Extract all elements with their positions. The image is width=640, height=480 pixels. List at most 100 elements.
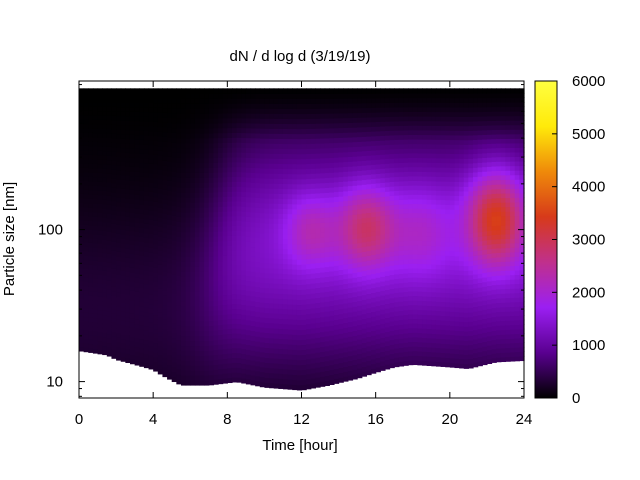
heatmap-cell [384,228,391,234]
heatmap-cell [116,138,122,144]
heatmap-cell [245,88,252,94]
heatmap-cell [264,337,270,344]
heatmap-cell [445,106,451,113]
heatmap-cell [134,148,140,154]
heatmap-cell [167,141,173,148]
heatmap-cell [180,360,187,366]
heatmap-cell [116,255,122,261]
heatmap-cell [417,171,423,177]
heatmap-cell [79,101,85,107]
heatmap-cell [324,266,330,273]
heatmap-cell [273,288,279,294]
heatmap-cell [306,88,312,94]
heatmap-cell [125,147,131,153]
heatmap-cell [380,177,386,183]
heatmap-cell [310,372,317,379]
heatmap-cell [250,355,256,361]
heatmap-cell [120,333,126,340]
heatmap-cell [422,92,428,99]
heatmap-cell [320,172,326,179]
heatmap-cell [440,361,446,367]
heatmap-cell [250,364,256,371]
heatmap-cell [403,217,409,223]
heatmap-cell [459,349,465,355]
heatmap-cell [92,348,99,354]
heatmap-cell [287,268,293,275]
heatmap-cell [440,190,446,196]
heatmap-cell [162,155,168,161]
heatmap-cell [296,93,303,99]
heatmap-cell [236,191,242,197]
heatmap-cell [259,272,266,278]
heatmap-cell [343,351,349,358]
heatmap-cell [366,198,372,204]
heatmap-cell [245,112,252,119]
heatmap-cell [88,303,94,309]
heatmap-cell [255,246,261,253]
heatmap-cell [111,97,117,103]
heatmap-cell [394,278,400,284]
heatmap-cell [231,142,238,148]
heatmap-cell [269,372,275,379]
heatmap-cell [269,312,275,319]
heatmap-cell [148,200,154,206]
heatmap-cell [241,304,247,310]
heatmap-cell [241,196,247,202]
heatmap-cell [440,259,446,266]
heatmap-cell [384,242,391,248]
heatmap-cell [250,98,256,104]
heatmap-cell [134,152,140,159]
heatmap-cell [398,222,405,228]
heatmap-cell [167,330,173,337]
heatmap-cell [143,190,150,196]
heatmap-cell [315,227,321,234]
heatmap-cell [139,236,145,242]
heatmap-cell [292,198,298,205]
heatmap-cell [357,343,363,350]
heatmap-cell [88,202,94,208]
heatmap-cell [208,364,215,371]
heatmap-cell [167,127,173,133]
heatmap-cell [338,323,344,329]
heatmap-cell [301,384,307,391]
heatmap-cell [194,182,201,188]
heatmap-cell [88,347,94,353]
heatmap-cell [343,239,349,246]
heatmap-cell [315,158,321,164]
heatmap-cell [83,136,89,142]
heatmap-cell [134,185,140,191]
heatmap-cell [361,294,367,300]
heatmap-cell [92,105,99,111]
heatmap-cell [185,221,191,228]
heatmap-cell [440,97,446,103]
heatmap-cell [208,369,215,376]
heatmap-cell [315,252,321,259]
heatmap-cell [190,211,196,218]
heatmap-cell [134,194,140,200]
heatmap-cell [445,125,451,131]
heatmap-cell [301,203,307,210]
heatmap-cell [208,127,215,134]
heatmap-cell [403,328,409,334]
heatmap-cell [259,133,266,139]
heatmap-cell [422,162,428,168]
heatmap-cell [245,359,252,365]
heatmap-cell [361,160,367,166]
heatmap-cell [422,106,428,112]
heatmap-cell [97,344,103,350]
heatmap-cell [241,270,247,276]
heatmap-cell [320,361,326,367]
heatmap-cell [384,289,391,295]
heatmap-cell [320,147,326,154]
heatmap-cell [245,280,252,286]
heatmap-cell [412,92,418,99]
heatmap-cell [282,93,289,99]
heatmap-cell [134,88,140,94]
heatmap-cell [194,355,201,361]
heatmap-cell [194,380,201,386]
heatmap-cell [357,367,363,374]
heatmap-cell [176,103,182,109]
heatmap-cell [180,226,187,233]
heatmap-cell [88,259,94,265]
heatmap-cell [129,92,136,99]
